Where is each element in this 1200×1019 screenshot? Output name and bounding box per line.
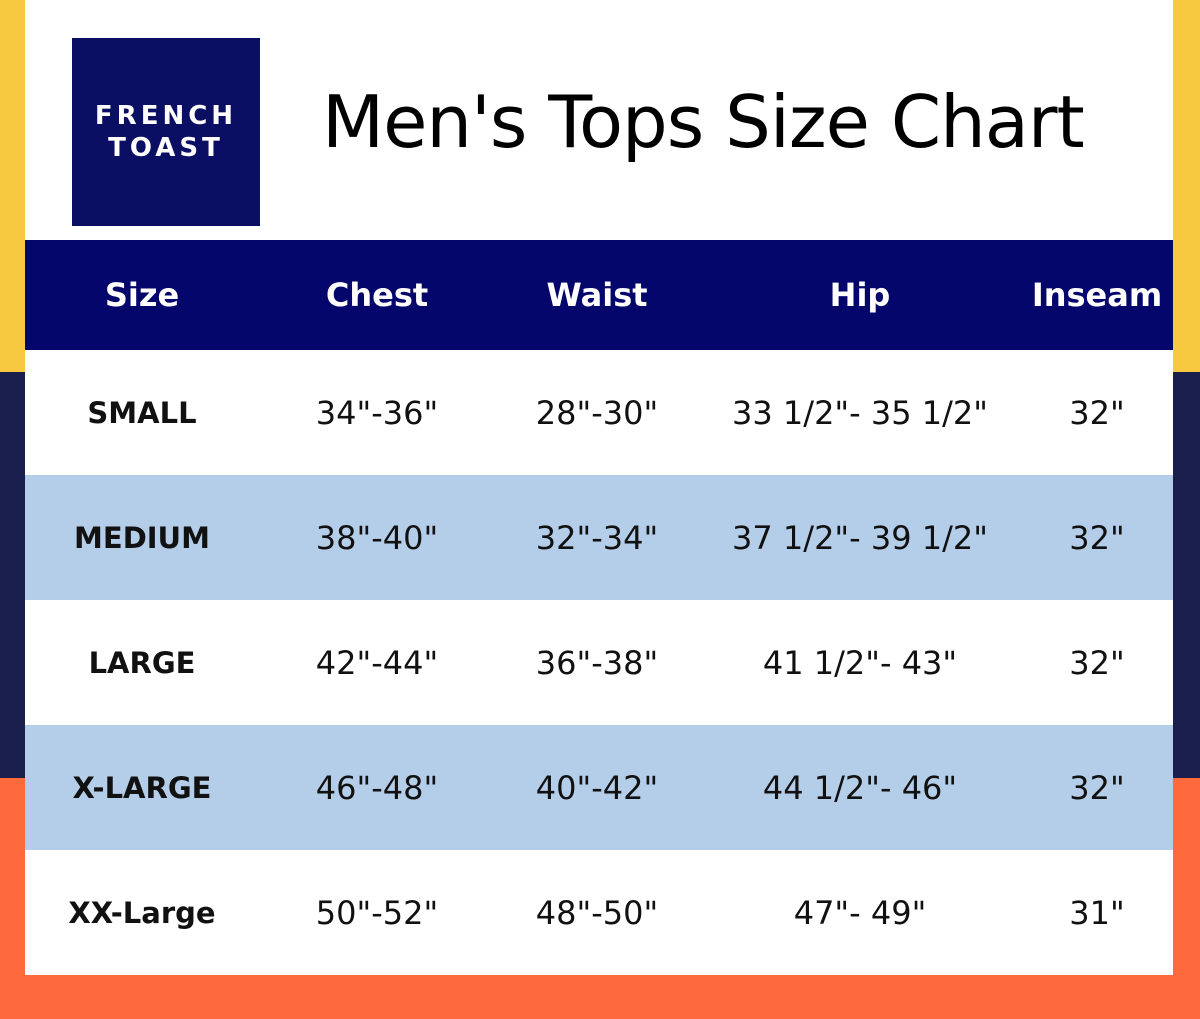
table-cell: Chest	[325, 276, 429, 314]
table-cell: 38"-40"	[315, 518, 439, 557]
table-cell: 44 1/2"- 46"	[762, 768, 958, 807]
table-cell: 41 1/2"- 43"	[762, 643, 958, 682]
table-cell: 40"-42"	[535, 768, 659, 807]
table-cell: Inseam	[1031, 276, 1163, 314]
table-row: SMALL 34"-36" 28"-30" 33 1/2"- 35 1/2" 32"	[25, 350, 1173, 475]
table-row: LARGE 42"-44" 36"-38" 41 1/2"- 43" 32"	[25, 600, 1173, 725]
table-cell: 32"	[1069, 643, 1125, 682]
table-cell: 32"	[1069, 518, 1125, 557]
table-cell: 46"-48"	[315, 768, 439, 807]
table-cell: 32"	[1069, 393, 1125, 432]
table-cell: X-LARGE	[72, 770, 212, 805]
table-cell: Hip	[829, 276, 891, 314]
table-row: MEDIUM 38"-40" 32"-34" 37 1/2"- 39 1/2" 32"	[25, 475, 1173, 600]
table-cell: 48"-50"	[535, 893, 659, 932]
title: Men's Tops Size Chart	[322, 80, 1085, 164]
table-cell: SMALL	[87, 395, 197, 430]
table-row: Size Chest Waist Hip Inseam	[25, 240, 1173, 350]
table-cell: 50"-52"	[315, 893, 439, 932]
table-row: X-LARGE 46"-48" 40"-42" 44 1/2"- 46" 32"	[25, 725, 1173, 850]
table-row: XX-Large 50"-52" 48"-50" 47"- 49" 31"	[25, 850, 1173, 975]
logo-line: FRENCH	[94, 101, 238, 131]
table-cell: 34"-36"	[315, 393, 439, 432]
size-chart-card: FRENCH TOAST Men's Tops Size Chart Size C…	[25, 0, 1173, 975]
brand-logo: FRENCH TOAST	[72, 38, 260, 226]
logo-line: TOAST	[108, 133, 224, 163]
table-cell: MEDIUM	[74, 520, 210, 555]
table-cell: 32"	[1069, 768, 1125, 807]
table-cell: 33 1/2"- 35 1/2"	[732, 393, 988, 432]
table-cell: LARGE	[88, 645, 196, 680]
table-cell: 32"-34"	[535, 518, 659, 557]
table-cell: 31"	[1069, 893, 1125, 932]
table-cell: 47"- 49"	[793, 893, 927, 932]
table-cell: 28"-30"	[535, 393, 659, 432]
table-cell: XX-Large	[68, 895, 216, 930]
table-cell: 42"-44"	[315, 643, 439, 682]
size-table: Size Chest Waist Hip Inseam SMALL 34"-36" 28"-3…	[25, 240, 1173, 975]
table-cell: Waist	[546, 276, 648, 314]
table-cell: 37 1/2"- 39 1/2"	[732, 518, 988, 557]
table-cell: 36"-38"	[535, 643, 659, 682]
table-cell: Size	[104, 276, 180, 314]
